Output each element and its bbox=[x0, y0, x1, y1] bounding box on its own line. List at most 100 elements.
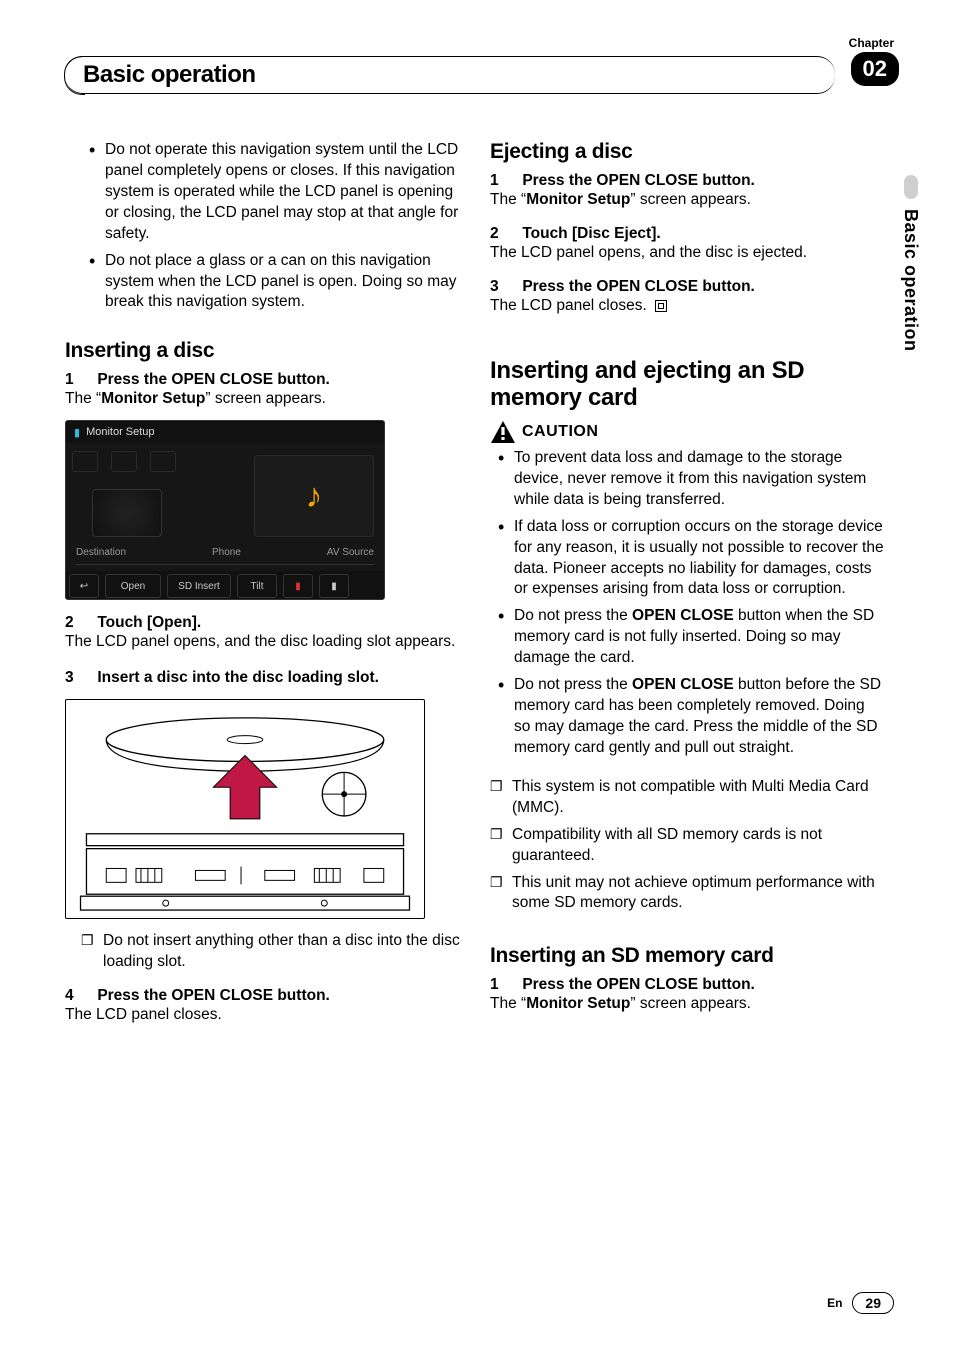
sd-note: This unit may not achieve optimum perfor… bbox=[490, 873, 885, 915]
step-4-body: The LCD panel closes. bbox=[65, 1005, 460, 1026]
footer-page-number: 29 bbox=[852, 1292, 894, 1314]
step-title: Press the OPEN CLOSE button. bbox=[522, 976, 755, 993]
text: Do not press the bbox=[514, 676, 632, 693]
step-number: 4 bbox=[65, 987, 93, 1005]
step-3: 3 Insert a disc into the disc loading sl… bbox=[65, 669, 460, 687]
monitor-body: ♪ Destination Phone AV Source bbox=[66, 443, 384, 571]
text: The “ bbox=[490, 995, 526, 1012]
caution-header: CAUTION bbox=[490, 420, 885, 444]
monitor-bottom-bar: ↩ Open SD Insert Tilt ▮ ▮ bbox=[66, 571, 384, 600]
disc-note: Do not insert anything other than a disc… bbox=[81, 931, 460, 973]
left-column: Do not operate this navigation system un… bbox=[65, 140, 460, 1026]
sd-step-1: 1 Press the OPEN CLOSE button. bbox=[490, 976, 885, 994]
step-title: Insert a disc into the disc loading slot… bbox=[97, 669, 379, 686]
section-heading-sd-card: Inserting and ejecting an SD memory card bbox=[490, 357, 885, 412]
text-bold: OPEN CLOSE bbox=[632, 676, 734, 693]
text: ” screen appears. bbox=[630, 995, 751, 1012]
monitor-preview-box bbox=[92, 489, 162, 537]
step-number: 2 bbox=[490, 225, 518, 243]
intro-bullet-list: Do not operate this navigation system un… bbox=[89, 140, 460, 313]
chapter-label: Chapter bbox=[849, 36, 894, 50]
sd-notes-list: This system is not compatible with Multi… bbox=[490, 777, 885, 915]
eject-step-3: 3 Press the OPEN CLOSE button. bbox=[490, 278, 885, 296]
text-bold: Monitor Setup bbox=[526, 995, 630, 1012]
monitor-plus-button: ▮ bbox=[283, 574, 313, 598]
step-title: Press the OPEN CLOSE button. bbox=[97, 987, 330, 1004]
step-number: 1 bbox=[490, 976, 518, 994]
monitor-title: Monitor Setup bbox=[86, 426, 154, 438]
side-tab-cap bbox=[904, 175, 918, 199]
chapter-header-bar: Basic operation bbox=[65, 56, 835, 94]
text: ” screen appears. bbox=[205, 390, 326, 407]
step-number: 2 bbox=[65, 614, 93, 632]
monitor-back-button: ↩ bbox=[69, 574, 99, 598]
monitor-panel: ♪ bbox=[254, 455, 374, 537]
text-bold: OPEN CLOSE bbox=[632, 607, 734, 624]
caution-bullet-list: To prevent data loss and damage to the s… bbox=[498, 448, 885, 759]
text: Do not press the bbox=[514, 607, 632, 624]
eject-step-1: 1 Press the OPEN CLOSE button. bbox=[490, 172, 885, 190]
monitor-tilt-button: Tilt bbox=[237, 574, 277, 598]
chapter-title: Basic operation bbox=[83, 61, 256, 89]
step-title: Press the OPEN CLOSE button. bbox=[522, 278, 755, 295]
step-2-body: The LCD panel opens, and the disc loadin… bbox=[65, 632, 460, 653]
music-note-icon: ♪ bbox=[306, 477, 323, 516]
eject-step-2-body: The LCD panel opens, and the disc is eje… bbox=[490, 243, 885, 264]
side-tab-text: Basic operation bbox=[900, 209, 921, 352]
disc-note-list: Do not insert anything other than a disc… bbox=[81, 931, 460, 973]
monitor-sdinsert-button: SD Insert bbox=[167, 574, 231, 598]
step-number: 3 bbox=[490, 278, 518, 296]
caution-icon bbox=[490, 420, 516, 444]
monitor-tab bbox=[150, 451, 176, 472]
eject-step-3-body: The LCD panel closes. bbox=[490, 296, 885, 317]
intro-bullet: Do not operate this navigation system un… bbox=[89, 140, 460, 245]
section-heading-insert-sd: Inserting an SD memory card bbox=[490, 944, 885, 968]
sd-note: This system is not compatible with Multi… bbox=[490, 777, 885, 819]
monitor-tab-label: AV Source bbox=[327, 547, 374, 564]
monitor-title-bar: ▮ Monitor Setup bbox=[66, 421, 384, 443]
caution-bullet: To prevent data loss and damage to the s… bbox=[498, 448, 885, 511]
text: The “ bbox=[65, 390, 101, 407]
text: ” screen appears. bbox=[630, 191, 751, 208]
caution-bullet: Do not press the OPEN CLOSE button when … bbox=[498, 606, 885, 669]
step-1-body: The “Monitor Setup” screen appears. bbox=[65, 389, 460, 410]
monitor-tab bbox=[72, 451, 98, 472]
section-heading-inserting-disc: Inserting a disc bbox=[65, 339, 460, 363]
step-2: 2 Touch [Open]. bbox=[65, 614, 460, 632]
eject-step-2: 2 Touch [Disc Eject]. bbox=[490, 225, 885, 243]
monitor-tab-label: Phone bbox=[212, 547, 241, 564]
disc-insert-diagram bbox=[65, 699, 425, 919]
monitor-icon: ▮ bbox=[74, 426, 80, 439]
monitor-tab-row: Destination Phone AV Source bbox=[76, 547, 374, 565]
section-heading-ejecting-disc: Ejecting a disc bbox=[490, 140, 885, 164]
sd-step-1-body: The “Monitor Setup” screen appears. bbox=[490, 994, 885, 1015]
right-column: Ejecting a disc 1 Press the OPEN CLOSE b… bbox=[490, 140, 885, 1026]
text-bold: Monitor Setup bbox=[101, 390, 205, 407]
monitor-tab-label: Destination bbox=[76, 547, 126, 564]
step-4: 4 Press the OPEN CLOSE button. bbox=[65, 987, 460, 1005]
chapter-number-pill: 02 bbox=[851, 52, 899, 86]
monitor-setup-screenshot: ▮ Monitor Setup ♪ Destination Phone AV bbox=[65, 420, 385, 600]
step-title: Press the OPEN CLOSE button. bbox=[522, 172, 755, 189]
page-footer: En 29 bbox=[827, 1292, 894, 1314]
caution-bullet: If data loss or corruption occurs on the… bbox=[498, 517, 885, 601]
side-tab: Basic operation bbox=[900, 175, 922, 415]
text: The LCD panel closes. bbox=[490, 297, 647, 314]
step-title: Press the OPEN CLOSE button. bbox=[97, 371, 330, 388]
step-number: 1 bbox=[490, 172, 518, 190]
caution-label: CAUTION bbox=[522, 423, 598, 441]
footer-lang: En bbox=[827, 1296, 842, 1310]
monitor-open-button: Open bbox=[105, 574, 161, 598]
monitor-tab bbox=[111, 451, 137, 472]
step-title: Touch [Disc Eject]. bbox=[522, 225, 660, 242]
step-title: Touch [Open]. bbox=[97, 614, 201, 631]
step-number: 1 bbox=[65, 371, 93, 389]
text-bold: Monitor Setup bbox=[526, 191, 630, 208]
monitor-minus-button: ▮ bbox=[319, 574, 349, 598]
eject-step-1-body: The “Monitor Setup” screen appears. bbox=[490, 190, 885, 211]
end-of-section-icon bbox=[655, 300, 667, 312]
intro-bullet: Do not place a glass or a can on this na… bbox=[89, 251, 460, 314]
step-number: 3 bbox=[65, 669, 93, 687]
caution-bullet: Do not press the OPEN CLOSE button befor… bbox=[498, 675, 885, 759]
text: The “ bbox=[490, 191, 526, 208]
